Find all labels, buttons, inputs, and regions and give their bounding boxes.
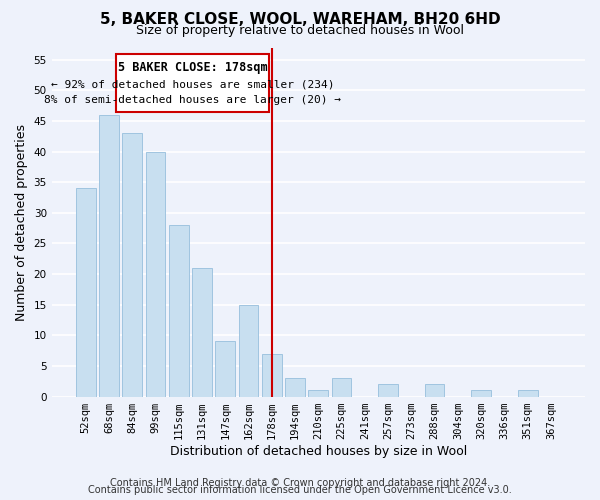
Bar — [215, 342, 235, 396]
Bar — [518, 390, 538, 396]
Bar — [332, 378, 352, 396]
Text: 5 BAKER CLOSE: 178sqm: 5 BAKER CLOSE: 178sqm — [118, 60, 268, 74]
Bar — [192, 268, 212, 396]
Bar — [239, 304, 259, 396]
Bar — [169, 225, 188, 396]
Bar — [378, 384, 398, 396]
Bar — [99, 115, 119, 396]
FancyBboxPatch shape — [116, 54, 269, 112]
Bar — [308, 390, 328, 396]
Text: ← 92% of detached houses are smaller (234): ← 92% of detached houses are smaller (23… — [51, 79, 335, 89]
Text: Contains HM Land Registry data © Crown copyright and database right 2024.: Contains HM Land Registry data © Crown c… — [110, 478, 490, 488]
Bar — [76, 188, 95, 396]
Text: 8% of semi-detached houses are larger (20) →: 8% of semi-detached houses are larger (2… — [44, 94, 341, 104]
Bar — [471, 390, 491, 396]
Bar — [146, 152, 166, 396]
Text: Contains public sector information licensed under the Open Government Licence v3: Contains public sector information licen… — [88, 485, 512, 495]
Bar — [425, 384, 445, 396]
Text: 5, BAKER CLOSE, WOOL, WAREHAM, BH20 6HD: 5, BAKER CLOSE, WOOL, WAREHAM, BH20 6HD — [100, 12, 500, 28]
Bar — [285, 378, 305, 396]
Text: Size of property relative to detached houses in Wool: Size of property relative to detached ho… — [136, 24, 464, 37]
Bar — [262, 354, 282, 397]
Y-axis label: Number of detached properties: Number of detached properties — [15, 124, 28, 320]
Bar — [122, 133, 142, 396]
X-axis label: Distribution of detached houses by size in Wool: Distribution of detached houses by size … — [170, 444, 467, 458]
